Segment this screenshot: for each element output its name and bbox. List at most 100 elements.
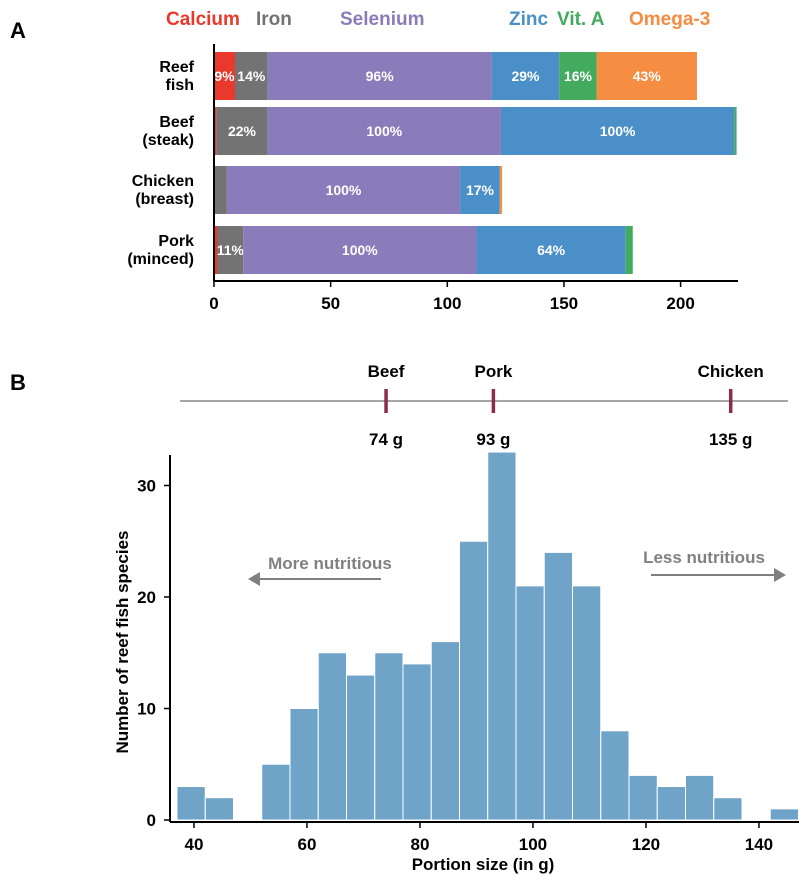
panel-a-bars: 9% 14% 96% 29% 16% 43% 22% 100% 100% 100% 17% 11% 10… — [214, 52, 737, 274]
bar-value-label: 29% — [511, 68, 540, 84]
reference-name: Pork — [475, 362, 513, 381]
bar-segment-iron — [217, 226, 244, 274]
panel-b-letter: B — [10, 370, 26, 395]
x-tick-label: 100 — [433, 294, 461, 313]
bar-value-label: 17% — [466, 182, 495, 198]
legend-entry-calcium: Calcium — [166, 9, 240, 30]
panel-a-letter: A — [10, 18, 26, 43]
more-nutritious-label: More nutritious — [268, 554, 392, 573]
bar-value-label: 16% — [564, 68, 593, 84]
bar-segment-calcium — [214, 226, 218, 274]
reference-value: 93 g — [476, 430, 510, 449]
less-nutritious-label: Less nutritious — [643, 548, 765, 567]
reference-value: 135 g — [709, 430, 752, 449]
histogram-bar — [261, 763, 291, 821]
bar-value-label: 11% — [217, 242, 245, 258]
bar-segment-selenium — [243, 226, 477, 274]
histogram-bar — [430, 641, 460, 821]
histogram-bar — [204, 797, 234, 821]
less-nutritious-arrowhead — [774, 568, 786, 582]
bar-segment-selenium — [267, 107, 501, 155]
y-tick-label: 10 — [137, 700, 156, 719]
more-nutritious-arrowhead — [248, 572, 260, 586]
panel-a-axes: Reef fish Beef (steak) Chicken (breast) Pork (m… — [127, 44, 738, 313]
legend-entry-omega-3: Omega-3 — [629, 9, 710, 30]
reference-portion-timeline: Beef 74 g Pork 93 g Chicken 135 g — [180, 362, 788, 449]
bar-value-label: 43% — [633, 68, 662, 84]
bar-value-label: 100% — [600, 123, 636, 139]
histogram-bar — [402, 663, 432, 821]
histogram-annotations: More nutritious Less nutritious Portion … — [113, 531, 786, 874]
histogram-bar — [713, 797, 743, 821]
bar-segment-selenium — [267, 52, 492, 100]
histogram-bar — [543, 551, 573, 821]
x-tick-label: 140 — [745, 835, 773, 854]
bar-segment-omega-3 — [499, 166, 503, 214]
bar-segment-zinc — [460, 166, 500, 214]
histogram-bar — [769, 808, 799, 821]
bar-segment-iron — [214, 166, 227, 214]
legend-entry-vit-a: Vit. A — [557, 9, 605, 30]
bar-value-label: 22% — [228, 123, 257, 139]
bar-segment-calcium — [214, 52, 235, 100]
legend-entry-zinc: Zinc — [509, 9, 548, 30]
x-tick-label: 80 — [410, 835, 429, 854]
bar-value-label: 96% — [366, 68, 395, 84]
histogram-bar — [459, 540, 489, 821]
x-tick-label: 60 — [297, 835, 316, 854]
legend-entry-iron: Iron — [256, 9, 292, 30]
category-label: Pork (minced) — [127, 233, 194, 268]
bar-segment-calcium — [214, 107, 217, 155]
histogram-bar — [628, 774, 658, 821]
histogram-bar — [572, 585, 602, 821]
bar-value-label: 64% — [537, 242, 566, 258]
bar-segment-vit-a — [734, 107, 737, 155]
y-tick-label: 30 — [137, 477, 156, 496]
histogram-bar — [600, 730, 630, 821]
histogram-bar — [317, 652, 347, 821]
bar-segment-vit-a — [559, 52, 597, 100]
category-label: Chicken (breast) — [132, 173, 194, 208]
legend: Calcium Iron Selenium Zinc Vit. A Omega-3 — [166, 9, 710, 30]
reference-name: Beef — [368, 362, 405, 381]
bar-segment-zinc — [491, 52, 560, 100]
histogram-bar — [346, 674, 376, 821]
histogram-axes: 0 10 20 30 40 60 80 100 120 140 — [137, 455, 799, 854]
bar-segment-zinc — [500, 107, 735, 155]
histogram-bar — [656, 786, 686, 821]
histogram-bars — [176, 451, 799, 821]
reference-value: 74 g — [369, 430, 403, 449]
histogram-bar — [176, 786, 206, 821]
bar-value-label: 100% — [342, 242, 378, 258]
bar-segment-iron — [216, 107, 268, 155]
bar-segment-zinc — [476, 226, 626, 274]
bar-segment-omega-3 — [596, 52, 697, 100]
histogram-bar — [374, 652, 404, 821]
x-tick-label: 120 — [632, 835, 660, 854]
x-tick-label: 100 — [519, 835, 547, 854]
histogram-bar — [487, 451, 517, 821]
bar-segment-vit-a — [625, 226, 633, 274]
y-tick-label: 0 — [147, 811, 156, 830]
bar-segment-selenium — [226, 166, 461, 214]
bar-value-label: 100% — [366, 123, 402, 139]
x-tick-label: 200 — [666, 294, 694, 313]
bar-value-label: 100% — [326, 182, 362, 198]
bar-value-label: 14% — [237, 68, 266, 84]
histogram-bar — [685, 774, 715, 821]
y-axis-title: Number of reef fish species — [113, 531, 132, 754]
x-tick-label: 50 — [321, 294, 340, 313]
x-tick-label: 0 — [209, 294, 218, 313]
x-tick-label: 150 — [550, 294, 578, 313]
histogram-bar — [289, 708, 319, 821]
bar-value-label: 9% — [214, 68, 235, 84]
legend-entry-selenium: Selenium — [340, 9, 424, 30]
x-tick-label: 40 — [184, 835, 203, 854]
category-label: Beef (steak) — [142, 114, 194, 149]
reference-name: Chicken — [698, 362, 764, 381]
histogram-bar — [515, 585, 545, 821]
category-label: Reef fish — [159, 59, 194, 94]
bar-segment-iron — [234, 52, 268, 100]
